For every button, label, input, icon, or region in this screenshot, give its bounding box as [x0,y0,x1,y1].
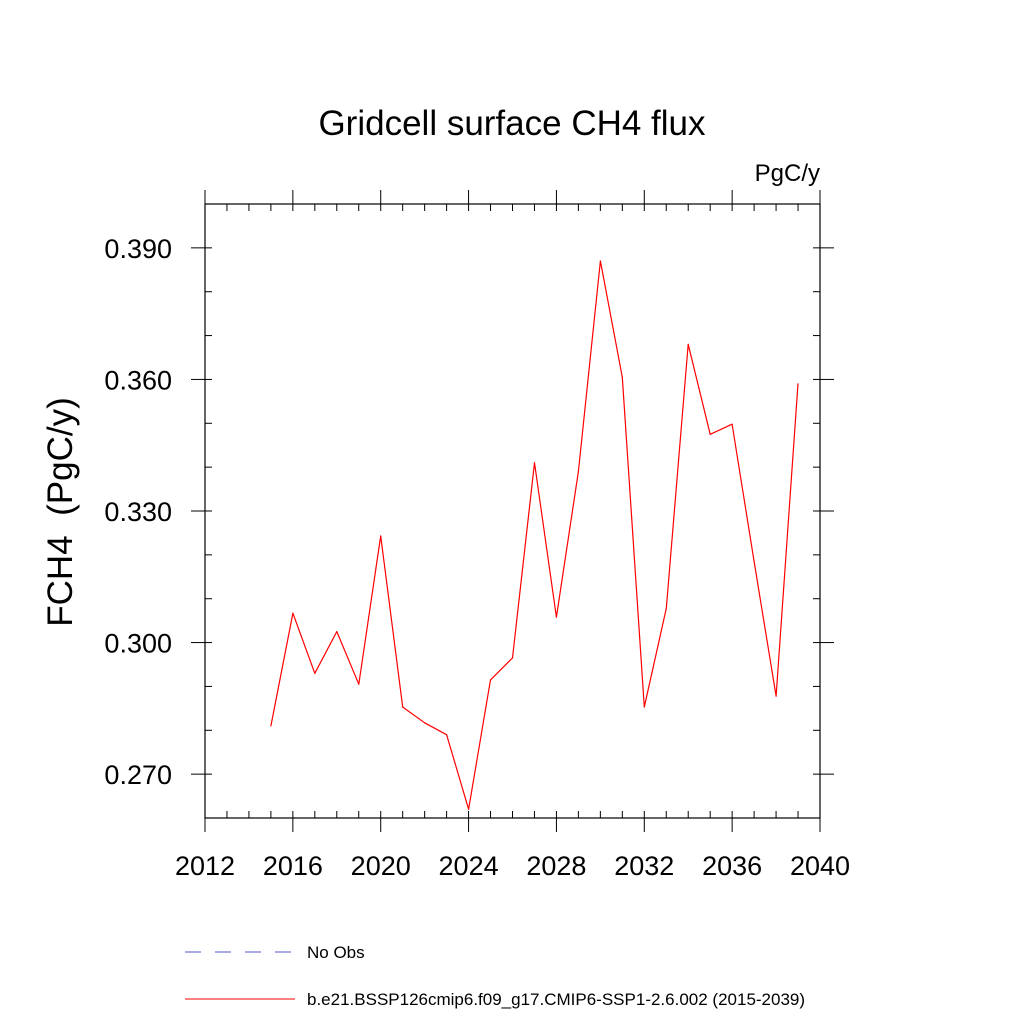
y-tick-label: 0.390 [104,234,172,264]
x-tick-labels: 2012 2016 2020 2024 2028 2032 2036 2040 [175,851,850,881]
series-point [621,376,623,378]
y-tick-label: 0.300 [104,629,172,659]
legend: No Obs b.e21.BSSP126cmip6.f09_g17.CMIP6-S… [185,943,805,1009]
x-tick-label: 2012 [175,851,235,881]
x-tick-label: 2024 [439,851,499,881]
series-point [797,383,799,385]
series-point [753,560,755,563]
series-point [643,706,645,708]
series-point [775,695,777,697]
y-tick-label: 0.360 [104,365,172,395]
y-axis-label: FCH4 (PgC/y) [41,397,80,626]
series-point [270,725,272,727]
series-point [533,462,536,464]
minor-ticks [204,203,821,819]
series-point [292,612,294,614]
series-point [555,616,558,618]
x-tick-label: 2036 [702,851,762,881]
series-point [446,734,448,736]
series-layer [270,260,799,810]
series-point [511,657,514,659]
major-ticks [191,190,834,832]
series-point [380,535,382,537]
legend-label-1: b.e21.BSSP126cmip6.f09_g17.CMIP6-SSP1-2.… [307,990,805,1009]
series-point [731,423,733,425]
x-tick-label: 2028 [526,851,586,881]
chart-title: Gridcell surface CH4 flux [318,104,706,143]
series-point [687,343,689,345]
y-tick-labels: 0.270 0.300 0.330 0.360 0.390 [104,234,172,790]
units-label: PgC/y [755,160,820,187]
series-point [665,607,667,609]
series-point [577,470,579,473]
series-point [358,683,360,685]
series-point [709,433,711,435]
series-point [489,679,492,681]
series-point [467,808,470,810]
y-tick-label: 0.270 [104,760,172,790]
series-point [402,706,404,708]
series-point [424,722,426,724]
series-point [336,631,338,633]
series-point [314,672,316,674]
x-tick-label: 2016 [263,851,323,881]
legend-label-0: No Obs [307,943,365,962]
series-point [599,260,601,262]
x-tick-label: 2032 [614,851,674,881]
x-tick-label: 2020 [351,851,411,881]
plot-frame [204,203,821,819]
x-tick-label: 2040 [790,851,850,881]
series-line-0 [270,260,799,810]
y-tick-label: 0.330 [104,497,172,527]
